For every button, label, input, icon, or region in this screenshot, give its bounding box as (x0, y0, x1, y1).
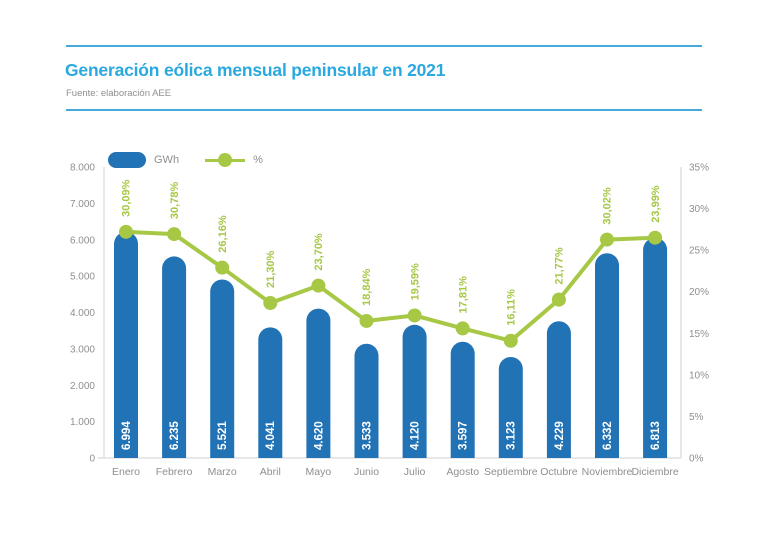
bar-value-label: 4.120 (410, 421, 422, 450)
line-point-octubre (551, 292, 566, 307)
y-axis-tick-right: 20% (689, 287, 709, 298)
wind-generation-chart: 8.000 7.000 6.000 5.000 4.000 3.000 2.000 1.000… (70, 163, 709, 479)
y-axis-tick-left: 8.000 (70, 163, 95, 174)
bar-value-label: 3.597 (458, 421, 470, 450)
bar-value-label: 6.994 (121, 421, 133, 450)
x-axis-month-label: Septiembre (484, 466, 538, 478)
line-point-enero (119, 224, 133, 239)
bar-value-label: 3.123 (506, 421, 518, 450)
header-rule-top (66, 45, 702, 47)
pct-label: 19,59% (409, 263, 421, 301)
bar-septiembre (498, 357, 523, 458)
line-point-septiembre (503, 333, 518, 348)
line-point-abril (263, 296, 278, 311)
x-axis-month-label: Octubre (540, 466, 578, 478)
pct-label: 21,77% (554, 247, 566, 285)
pct-label: 23,70% (313, 233, 325, 271)
bar-value-label: 3.533 (361, 421, 373, 450)
bar-febrero (162, 256, 187, 458)
legend-line-dot (218, 153, 233, 167)
pct-line (125, 229, 656, 343)
y-axis-tick-right: 30% (689, 204, 709, 215)
bar-value-label: 6.332 (602, 421, 614, 450)
line-point-diciembre (648, 230, 663, 245)
y-axis-tick-left: 5.000 (70, 272, 95, 283)
x-axis-month-label: Enero (112, 466, 140, 478)
bar-noviembre (595, 253, 619, 458)
header-rule-bottom (66, 109, 702, 111)
bar-value-label: 4.229 (554, 421, 566, 450)
y-axis-tick-left: 7.000 (70, 199, 95, 210)
y-axis-tick-right: 10% (689, 370, 709, 381)
x-axis-month-label: Abril (260, 466, 281, 478)
page-title: Generación eólica mensual peninsular en … (65, 60, 446, 80)
bar-julio (402, 324, 427, 458)
bar-octubre (546, 321, 571, 458)
bar-enero (114, 231, 138, 458)
bar-agosto (450, 341, 475, 458)
pct-label: 30,78% (169, 182, 181, 220)
y-axis-tick-right: 0% (689, 454, 704, 465)
bar-value-label: 4.041 (265, 421, 277, 450)
line-point-noviembre (600, 232, 614, 247)
bar-value-label: 6.235 (169, 421, 181, 450)
line-point-agosto (455, 321, 470, 336)
y-axis-tick-left: 4.000 (70, 308, 95, 319)
y-axis-tick-left: 6.000 (70, 235, 95, 246)
source-note: Fuente: elaboración AEE (66, 88, 172, 99)
bar-value-label: 6.813 (650, 421, 662, 450)
line-point-junio (359, 313, 374, 328)
x-axis-month-label: Marzo (208, 466, 237, 478)
pct-label: 17,81% (457, 276, 469, 314)
y-axis-tick-left: 3.000 (70, 344, 95, 355)
x-axis-month-label: Diciembre (631, 466, 678, 478)
x-axis-month-label: Junio (354, 466, 379, 478)
x-axis-month-label: Julio (404, 466, 426, 478)
bar-mayo (306, 308, 331, 458)
y-axis-tick-right: 35% (689, 163, 709, 174)
line-point-julio (407, 308, 422, 323)
x-axis-month-label: Noviembre (582, 466, 633, 478)
y-axis-tick-left: 1.000 (70, 417, 95, 428)
bar-diciembre (643, 237, 668, 458)
pct-label: 16,11% (506, 289, 518, 326)
bar-marzo (210, 279, 235, 458)
x-axis-month-label: Agosto (446, 466, 479, 478)
bar-abril (258, 327, 283, 458)
y-axis-tick-right: 25% (689, 246, 709, 257)
legend-line-swatch-icon (205, 152, 246, 168)
pct-label: 30,09% (121, 179, 133, 217)
legend-bar-swatch-icon (108, 152, 146, 168)
pct-label: 26,16% (217, 215, 229, 253)
bar-junio (354, 343, 379, 458)
bar-value-label: 4.620 (313, 421, 325, 450)
pct-label: 21,30% (265, 251, 277, 289)
legend-bar-label: GWh (154, 154, 180, 166)
line-point-marzo (215, 260, 230, 275)
bar-value-label: 5.521 (217, 421, 229, 450)
y-axis-tick-left: 2.000 (70, 381, 95, 392)
legend-line-label: % (253, 154, 263, 166)
y-axis-tick-right: 5% (689, 412, 704, 423)
x-axis-month-label: Mayo (306, 466, 332, 478)
pct-label: 30,02% (602, 187, 614, 225)
pct-label: 18,84% (361, 268, 373, 306)
line-point-febrero (167, 227, 182, 242)
x-axis-month-label: Febrero (156, 466, 193, 478)
y-axis-tick-left: 0 (89, 454, 95, 465)
chart-legend: GWh % (108, 151, 263, 169)
line-point-mayo (311, 278, 326, 293)
pct-label: 23,99% (650, 185, 662, 223)
y-axis-tick-right: 15% (689, 329, 709, 340)
